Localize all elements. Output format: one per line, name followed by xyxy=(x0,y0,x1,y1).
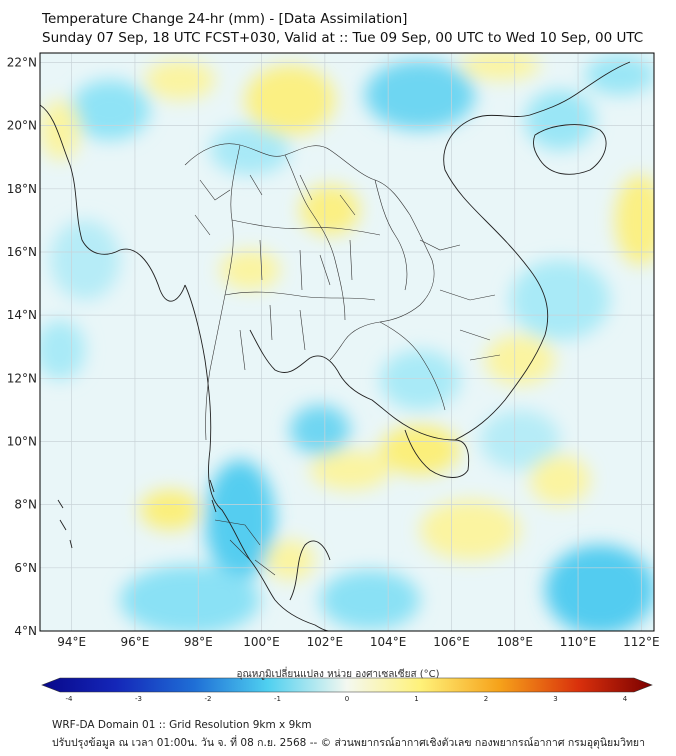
temperature-field xyxy=(40,53,654,631)
footer-update-info: ปรับปรุงข้อมูล ณ เวลา 01:00น. วัน จ. ที่… xyxy=(52,737,645,749)
lat-tick-label: 8°N xyxy=(14,498,37,512)
lon-tick-label: 102°E xyxy=(307,635,344,649)
lat-tick-label: 6°N xyxy=(14,561,37,575)
colorbar: -4 -3 -2 -1 0 1 2 3 4 xyxy=(41,677,653,703)
colorbar-tick-label: 0 xyxy=(345,695,349,703)
colorbar-tick-label: -2 xyxy=(205,695,212,703)
lat-tick-label: 22°N xyxy=(7,55,37,69)
colorbar-tick-label: -1 xyxy=(274,695,281,703)
coastlines xyxy=(40,61,631,631)
colorbar-tick-label: -3 xyxy=(135,695,142,703)
latitude-axis: 22°N 20°N 18°N 16°N 14°N 12°N 10°N 8°N 6°N 4°N xyxy=(7,55,37,638)
lat-tick-label: 10°N xyxy=(7,434,37,448)
lon-tick-label: 104°E xyxy=(370,635,407,649)
lat-tick-label: 18°N xyxy=(7,182,37,196)
colorbar-tick-label: 4 xyxy=(623,695,628,703)
colorbar-tick-label: 3 xyxy=(553,695,557,703)
footer-domain-info: WRF-DA Domain 01 :: Grid Resolution 9km … xyxy=(52,719,312,731)
map-frame xyxy=(39,52,655,632)
lon-tick-label: 110°E xyxy=(560,635,597,649)
colorbar-tick-label: 1 xyxy=(414,695,418,703)
map-title: Temperature Change 24-hr (mm) - [Data As… xyxy=(42,11,408,27)
lon-tick-label: 106°E xyxy=(433,635,470,649)
admin-borders xyxy=(184,143,501,576)
colorbar-tick-label: 2 xyxy=(484,695,488,703)
lon-tick-label: 112°E xyxy=(623,635,660,649)
lat-tick-label: 4°N xyxy=(14,624,37,638)
lon-tick-label: 100°E xyxy=(243,635,280,649)
lat-tick-label: 14°N xyxy=(7,308,37,322)
colorbar-tick-label: -4 xyxy=(66,695,74,703)
lon-tick-label: 96°E xyxy=(121,635,150,649)
map-subtitle: Sunday 07 Sep, 18 UTC FCST+030, Valid at… xyxy=(42,30,644,46)
longitude-axis: 94°E 96°E 98°E 100°E 102°E 104°E 106°E 108°E 110… xyxy=(57,635,659,649)
lon-tick-label: 98°E xyxy=(184,635,213,649)
lon-tick-label: 94°E xyxy=(57,635,86,649)
lat-tick-label: 20°N xyxy=(7,119,37,133)
colorbar-label: อุณหภูมิเปลี่ยนแปลง หน่วย องศาเซลเซียส (… xyxy=(236,669,440,680)
lat-tick-label: 16°N xyxy=(7,245,37,259)
lat-tick-label: 12°N xyxy=(7,371,37,385)
lon-tick-label: 108°E xyxy=(496,635,533,649)
